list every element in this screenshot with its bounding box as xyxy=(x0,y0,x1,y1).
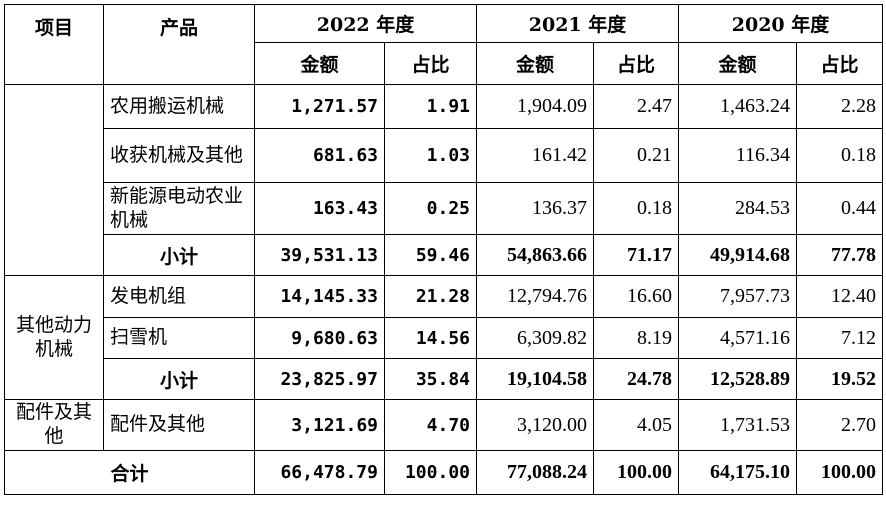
header-row-sub: 金额 占比 金额 占比 金额 占比 xyxy=(5,42,883,85)
category-cell: 配件及其他 xyxy=(4,399,104,451)
table-row: 新能源电动农业机械 163.43 0.25 136.37 0.18 284.53… xyxy=(5,182,883,235)
ratio-2020-cell: 7.12 xyxy=(796,317,883,359)
amount-2022-cell: 66,478.79 xyxy=(254,450,385,495)
ratio-2021-cell: 0.21 xyxy=(593,128,679,183)
product-cell: 发电机组 xyxy=(103,275,255,318)
header-ratio-2020: 占比 xyxy=(796,42,883,85)
ratio-2022-cell: 21.28 xyxy=(384,275,477,318)
amount-2020-cell: 1,731.53 xyxy=(678,399,797,451)
header-ratio-2021: 占比 xyxy=(593,42,679,85)
amount-2022-cell: 9,680.63 xyxy=(254,317,385,359)
header-row-years: 项目 产品 2022 年度 2021 年度 2020 年度 xyxy=(4,4,883,85)
ratio-2020-cell: 2.70 xyxy=(796,399,883,451)
subtotal-label: 小计 xyxy=(103,234,255,276)
ratio-2021-cell: 2.47 xyxy=(593,84,679,129)
amount-2021-cell: 136.37 xyxy=(476,182,594,235)
ratio-2022-cell: 1.91 xyxy=(384,84,477,129)
subtotal-row: 小计 23,825.97 35.84 19,104.58 24.78 12,52… xyxy=(5,358,883,400)
amount-2021-cell: 6,309.82 xyxy=(476,317,594,359)
amount-2020-cell: 116.34 xyxy=(678,128,797,183)
table-row: 收获机械及其他 681.63 1.03 161.42 0.21 116.34 0… xyxy=(5,128,883,183)
category-cell-continued xyxy=(4,84,104,276)
table-row: 农用搬运机械 1,271.57 1.91 1,904.09 2.47 1,463… xyxy=(4,84,883,276)
subtotal-row: 小计 39,531.13 59.46 54,863.66 71.17 49,91… xyxy=(5,234,883,276)
amount-2020-cell: 64,175.10 xyxy=(678,450,797,495)
ratio-2021-cell: 4.05 xyxy=(593,399,679,451)
header-amount-2022: 金额 xyxy=(254,42,385,85)
amount-2020-cell: 49,914.68 xyxy=(678,234,797,276)
ratio-2021-cell: 8.19 xyxy=(593,317,679,359)
product-cell: 配件及其他 xyxy=(103,399,255,451)
ratio-2020-cell: 0.18 xyxy=(796,128,883,183)
total-row: 合计 66,478.79 100.00 77,088.24 100.00 64,… xyxy=(4,450,883,495)
amount-2022-cell: 163.43 xyxy=(254,182,385,235)
ratio-2020-cell: 19.52 xyxy=(796,358,883,400)
product-cell: 收获机械及其他 xyxy=(103,128,255,183)
ratio-2020-cell: 77.78 xyxy=(796,234,883,276)
ratio-2022-cell: 1.03 xyxy=(384,128,477,183)
product-cell: 农用搬运机械 xyxy=(103,84,255,129)
amount-2020-cell: 7,957.73 xyxy=(678,275,797,318)
ratio-2022-cell: 100.00 xyxy=(384,450,477,495)
header-amount-2020: 金额 xyxy=(678,42,797,85)
amount-2021-cell: 3,120.00 xyxy=(476,399,594,451)
table-row: 配件及其他 配件及其他 3,121.69 4.70 3,120.00 4.05 … xyxy=(4,399,883,451)
ratio-2022-cell: 0.25 xyxy=(384,182,477,235)
ratio-2022-cell: 35.84 xyxy=(384,358,477,400)
amount-2022-cell: 681.63 xyxy=(254,128,385,183)
amount-2020-cell: 4,571.16 xyxy=(678,317,797,359)
header-year-2021: 2021 年度 xyxy=(476,4,679,43)
amount-2022-cell: 39,531.13 xyxy=(254,234,385,276)
ratio-2022-cell: 4.70 xyxy=(384,399,477,451)
ratio-2020-cell: 100.00 xyxy=(796,450,883,495)
header-item: 项目 xyxy=(4,4,104,85)
table-row: 扫雪机 9,680.63 14.56 6,309.82 8.19 4,571.1… xyxy=(5,317,883,359)
ratio-2021-cell: 71.17 xyxy=(593,234,679,276)
header-product: 产品 xyxy=(103,4,255,85)
amount-2020-cell: 12,528.89 xyxy=(678,358,797,400)
amount-2022-cell: 23,825.97 xyxy=(254,358,385,400)
header-amount-2021: 金额 xyxy=(476,42,594,85)
amount-2020-cell: 1,463.24 xyxy=(678,84,797,129)
amount-2022-cell: 3,121.69 xyxy=(254,399,385,451)
amount-2021-cell: 161.42 xyxy=(476,128,594,183)
ratio-2021-cell: 16.60 xyxy=(593,275,679,318)
amount-2021-cell: 54,863.66 xyxy=(476,234,594,276)
revenue-by-product-table: 项目 产品 2022 年度 2021 年度 2020 年度 金额 占比 金额 占… xyxy=(4,4,883,495)
ratio-2022-cell: 59.46 xyxy=(384,234,477,276)
amount-2021-cell: 12,794.76 xyxy=(476,275,594,318)
ratio-2021-cell: 0.18 xyxy=(593,182,679,235)
ratio-2021-cell: 24.78 xyxy=(593,358,679,400)
ratio-2022-cell: 14.56 xyxy=(384,317,477,359)
total-label: 合计 xyxy=(4,450,255,495)
amount-2021-cell: 77,088.24 xyxy=(476,450,594,495)
amount-2020-cell: 284.53 xyxy=(678,182,797,235)
amount-2021-cell: 19,104.58 xyxy=(476,358,594,400)
amount-2022-cell: 14,145.33 xyxy=(254,275,385,318)
subtotal-label: 小计 xyxy=(103,358,255,400)
amount-2021-cell: 1,904.09 xyxy=(476,84,594,129)
header-year-2020: 2020 年度 xyxy=(678,4,883,43)
category-cell: 其他动力机械 xyxy=(4,275,104,400)
table-row: 其他动力机械 发电机组 14,145.33 21.28 12,794.76 16… xyxy=(4,275,883,400)
ratio-2020-cell: 2.28 xyxy=(796,84,883,129)
product-cell: 扫雪机 xyxy=(103,317,255,359)
header-year-2022: 2022 年度 xyxy=(254,4,477,43)
header-ratio-2022: 占比 xyxy=(384,42,477,85)
ratio-2020-cell: 12.40 xyxy=(796,275,883,318)
amount-2022-cell: 1,271.57 xyxy=(254,84,385,129)
ratio-2021-cell: 100.00 xyxy=(593,450,679,495)
product-cell: 新能源电动农业机械 xyxy=(103,182,255,235)
ratio-2020-cell: 0.44 xyxy=(796,182,883,235)
